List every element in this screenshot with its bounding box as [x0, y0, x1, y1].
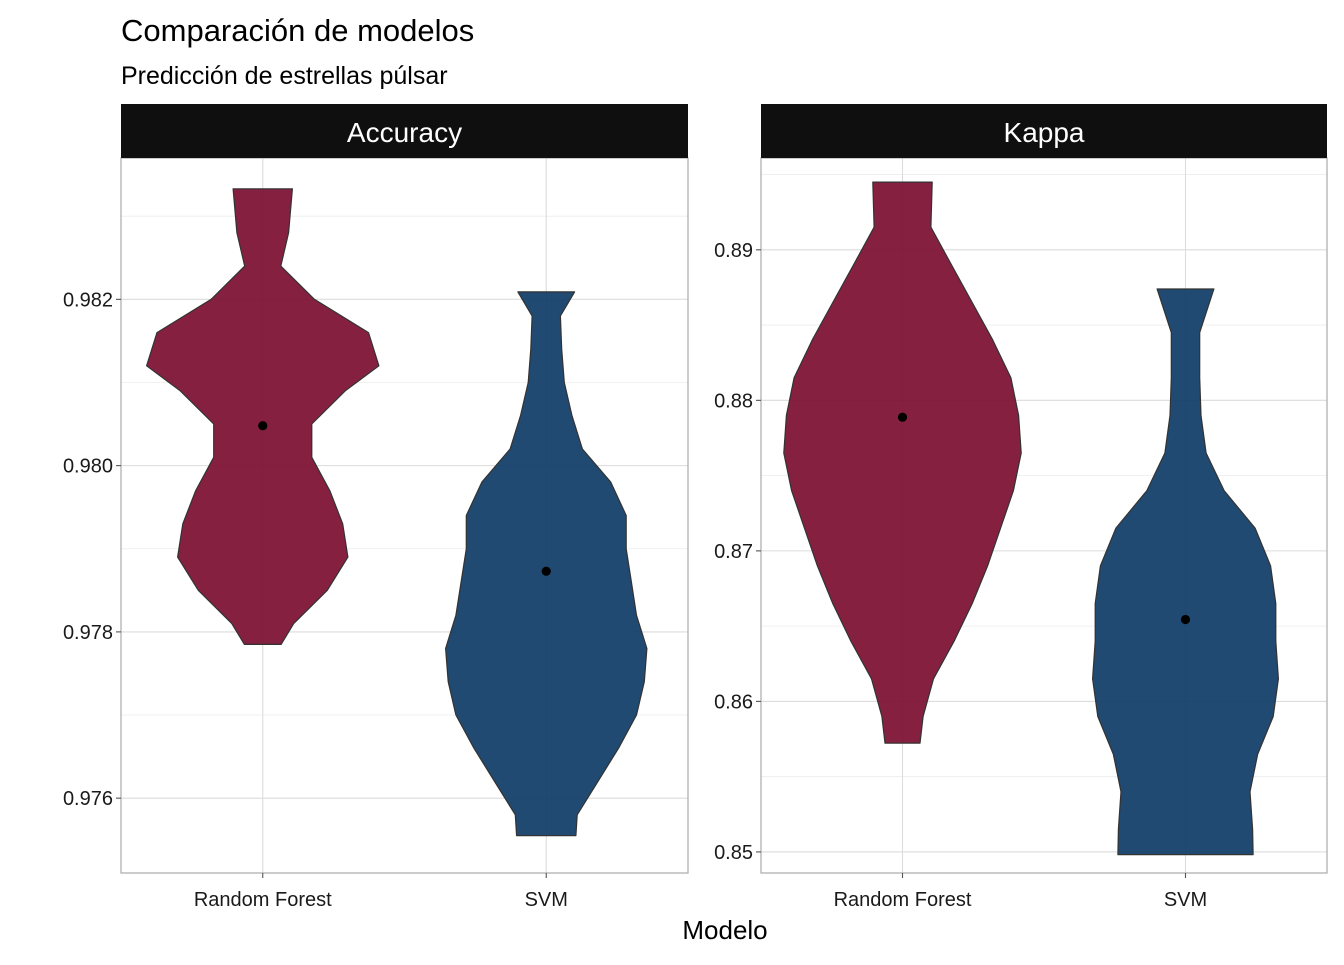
mean-point-accuracy-svm	[541, 566, 551, 576]
mean-point-kappa-svm	[1180, 614, 1191, 625]
y-tick-label: 0.980	[63, 456, 113, 478]
x-tick-label: Random Forest	[834, 889, 972, 911]
x-tick-label: SVM	[1164, 889, 1207, 911]
chart-title: Comparación de modelos	[121, 13, 474, 48]
panel-accuracy: 0.976 0.978 0.980 0.982 Random Forest SVM Accu…	[63, 104, 689, 911]
violin-accuracy-random-forest	[146, 188, 380, 645]
facet-strip	[761, 104, 1327, 158]
y-tick-label: 0.86	[714, 691, 753, 713]
facet-label: Accuracy	[347, 117, 462, 148]
y-tick-label: 0.85	[714, 842, 753, 864]
x-tick-label: Random Forest	[194, 889, 332, 911]
mean-point-kappa-random-forest	[897, 412, 908, 422]
y-tick-label: 0.976	[63, 788, 113, 810]
violin-kappa-svm	[1092, 288, 1279, 856]
x-tick-label: SVM	[525, 889, 568, 911]
violin-kappa-random-forest	[783, 181, 1022, 744]
y-tick-label: 0.88	[714, 390, 753, 412]
facet-strip	[121, 104, 688, 158]
mean-point-accuracy-random-forest	[258, 421, 268, 431]
y-tick-label: 0.87	[714, 541, 753, 563]
chart-subtitle: Predicción de estrellas púlsar	[121, 62, 448, 90]
y-tick-label: 0.978	[63, 622, 113, 644]
panel-kappa: 0.85 0.86 0.87 0.88 0.89 Random Forest SVM Kapp…	[714, 104, 1328, 911]
facet-label: Kappa	[1004, 117, 1085, 148]
violin-accuracy-svm	[445, 291, 648, 837]
y-tick-label: 0.982	[63, 289, 113, 311]
y-tick-label: 0.89	[714, 240, 753, 262]
x-axis-title: Modelo	[682, 915, 767, 945]
